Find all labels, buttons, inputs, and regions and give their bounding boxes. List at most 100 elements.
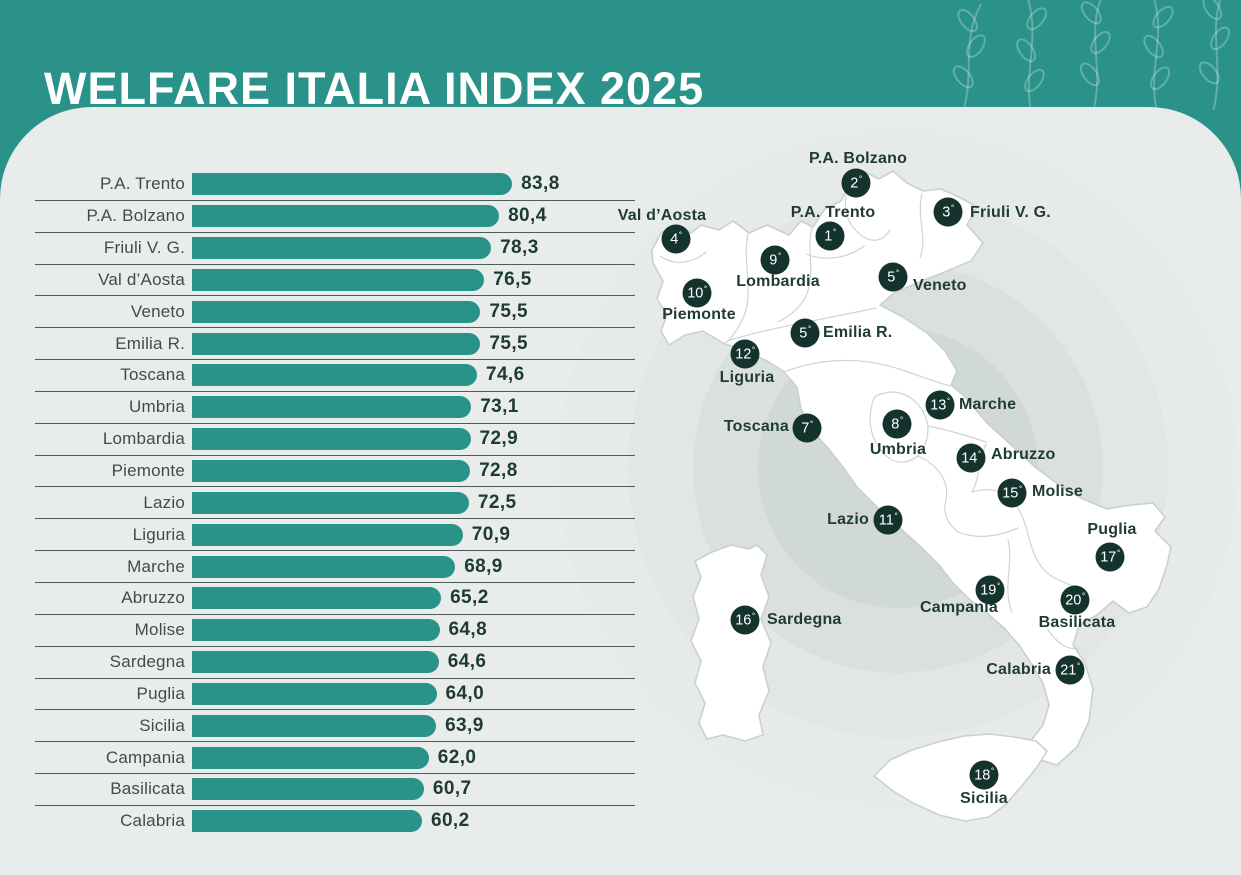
degree-symbol: ° [807,323,812,334]
sicilia-shape [873,733,1048,822]
degree-symbol: ° [990,765,995,776]
map-rank-marker: 13 ° [925,390,955,420]
degree-symbol: ° [678,229,683,240]
chart-row: P.A. Trento 83,8 [35,169,635,201]
rank-number: 2 [850,175,859,191]
rank-number: 11 [878,512,894,528]
value-label: 62,0 [437,746,477,768]
value-bar [192,460,471,483]
region-label: Piemonte [111,461,185,481]
map-rank-marker: 10 ° [682,278,712,308]
value-bar [192,268,485,291]
chart-row: Veneto 75,5 [35,296,635,329]
sardegna-shape [690,544,772,742]
map-region-label: Campania [919,599,999,616]
rank-number: 18 [974,767,991,783]
map-region-label: Puglia [1087,521,1137,538]
map-rank-marker: 8 ° [882,409,912,439]
chart-row: Calabria 60,2 [35,806,635,837]
region-label: Molise [134,620,185,640]
chart-row: Liguria 70,9 [35,519,635,552]
chart-row: Toscana 74,6 [35,360,635,392]
map-rank-marker: 17 ° [1095,542,1125,572]
rank-number: 14 [961,450,978,466]
map-region-label: Sardegna [767,611,842,628]
rank-number: 20 [1065,592,1082,608]
value-bar [192,364,477,387]
region-label: Val d’Aosta [98,269,185,289]
value-label: 80,4 [508,205,547,227]
value-label: 72,5 [477,491,517,513]
value-label: 78,3 [500,237,539,259]
degree-symbol: ° [996,580,1001,591]
region-label: Friuli V. G. [103,238,185,258]
page-title: WELFARE ITALIA INDEX 2025 [44,63,705,115]
map-region-label: P.A. Bolzano [808,150,908,167]
chart-row: P.A. Bolzano 80,4 [35,201,635,233]
map-region-label: Umbria [869,441,927,458]
map-region-label: Veneto [913,277,967,294]
rank-number: 5 [887,269,896,285]
map-rank-marker: 19 ° [975,575,1005,605]
map-region-label: Piemonte [662,306,736,323]
degree-symbol: ° [703,283,708,294]
value-label: 76,5 [493,268,532,290]
value-label: 70,9 [471,523,511,545]
map-region-label: Friuli V. G. [970,204,1051,221]
region-label: Umbria [129,397,185,417]
value-label: 73,1 [480,396,519,418]
map-rank-marker: 14 ° [956,443,986,473]
value-bar [192,778,424,801]
welfare-index-bar-chart: P.A. Trento 83,8 P.A. Bolzano 80,4 Friuli V.… [35,169,635,837]
rank-number: 10 [687,285,704,301]
chart-row: Lombardia 72,9 [35,424,635,456]
region-label: Basilicata [110,779,185,799]
rank-number: 3 [942,204,951,220]
map-region-label: Lombardia [736,273,820,290]
map-rank-marker: 16 ° [730,605,760,635]
rank-number: 7 [801,420,810,436]
chart-row: Val d’Aosta 76,5 [35,265,635,297]
degree-symbol: ° [1081,590,1086,601]
chart-row: Sicilia 63,9 [35,710,635,743]
value-label: 83,8 [521,173,560,195]
degree-symbol: ° [894,510,898,521]
region-label: P.A. Bolzano [86,206,185,226]
value-bar [192,300,481,323]
chart-row: Molise 64,8 [35,615,635,647]
rank-number: 17 [1100,549,1117,565]
chart-row: Puglia 64,0 [35,679,635,711]
value-bar [192,237,492,260]
degree-symbol: ° [1018,483,1023,494]
region-label: Emilia R. [115,333,185,353]
chart-row: Piemonte 72,8 [35,456,635,488]
chart-row: Emilia R. 75,5 [35,328,635,361]
chart-row: Basilicata 60,7 [35,774,635,806]
value-bar [192,205,500,228]
degree-symbol: ° [1116,547,1121,558]
degree-symbol: ° [895,267,900,278]
value-label: 60,7 [432,778,472,800]
map-region-label: Marche [959,396,1017,413]
map-rank-marker: 11 ° [873,505,903,535]
value-label: 65,2 [450,587,489,609]
degree-symbol: ° [946,395,951,406]
value-label: 64,0 [445,682,485,704]
value-label: 64,8 [448,619,488,641]
map-rank-marker: 2 ° [841,168,871,198]
chart-row: Marche 68,9 [35,551,635,583]
degree-symbol: ° [1076,660,1081,671]
region-label: Sicilia [139,715,185,735]
value-bar [192,428,471,451]
map-rank-marker: 20 ° [1060,585,1090,615]
map-region-label: Molise [1032,483,1083,500]
value-bar [192,332,481,355]
chart-row: Campania 62,0 [35,742,635,775]
value-label: 74,6 [486,364,525,386]
degree-symbol: ° [858,173,863,184]
region-label: Lazio [143,492,185,512]
value-bar [192,746,429,769]
value-bar [192,714,437,737]
map-rank-marker: 9 ° [760,245,790,275]
map-rank-marker: 21 ° [1055,655,1085,685]
